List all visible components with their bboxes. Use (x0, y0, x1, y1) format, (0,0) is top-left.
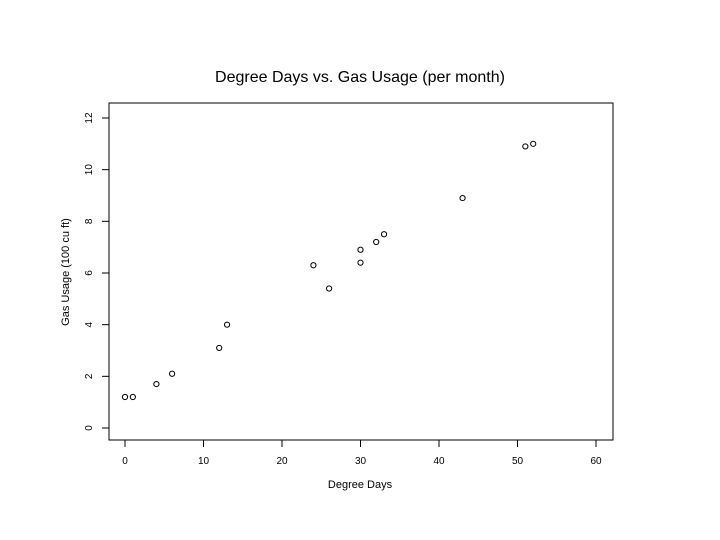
x-tick-label: 0 (122, 456, 128, 467)
y-tick-label: 6 (84, 270, 95, 276)
data-point (129, 393, 136, 401)
y-tick-label: 12 (84, 112, 95, 124)
x-axis-label: Degree Days (328, 479, 393, 491)
y-tick-label: 8 (84, 218, 95, 224)
data-point (357, 246, 364, 253)
data-point (326, 285, 333, 292)
x-tick-label: 60 (590, 456, 602, 467)
data-points (121, 140, 537, 401)
data-point (357, 259, 364, 266)
data-point (223, 321, 231, 328)
x-tick-label: 50 (512, 456, 524, 467)
x-tick-label: 30 (355, 456, 367, 467)
y-tick-label: 2 (84, 373, 95, 379)
y-tick-label: 0 (84, 425, 95, 431)
data-point (169, 370, 176, 377)
x-tick-label: 40 (433, 456, 445, 467)
data-point (530, 140, 537, 147)
y-axis: 0 2 4 6 8 10 12 (84, 112, 110, 431)
x-tick-label: 10 (198, 456, 210, 467)
data-point (310, 262, 317, 269)
data-point (380, 231, 388, 238)
y-tick-label: 4 (84, 321, 95, 327)
data-point (373, 238, 380, 246)
x-axis: 0 10 20 30 40 50 60 (122, 439, 602, 467)
data-point (153, 380, 160, 388)
chart-title: Degree Days vs. Gas Usage (per month) (215, 69, 505, 86)
y-tick-label: 10 (84, 164, 95, 176)
plot-frame (108, 102, 614, 441)
x-tick-label: 20 (276, 456, 288, 467)
data-point (216, 344, 223, 352)
data-point (522, 143, 529, 150)
data-point (459, 194, 466, 202)
data-point (121, 393, 129, 401)
y-axis-label: Gas Usage (100 cu ft) (60, 218, 72, 326)
